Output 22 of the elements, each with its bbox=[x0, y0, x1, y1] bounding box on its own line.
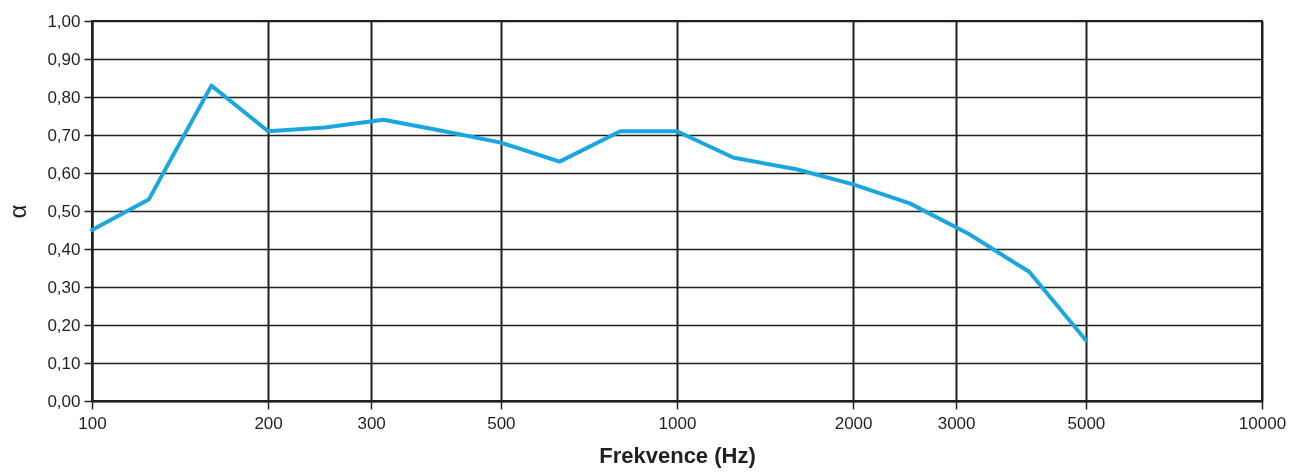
y-tick-label: 0,20 bbox=[47, 315, 81, 335]
x-tick-label: 1000 bbox=[658, 413, 697, 433]
y-tick-label: 0,30 bbox=[47, 277, 81, 297]
y-tick-label: 1,00 bbox=[47, 11, 81, 31]
x-tick-label: 300 bbox=[357, 413, 386, 433]
y-tick-label: 0,70 bbox=[47, 125, 81, 145]
x-tick-label: 500 bbox=[487, 413, 516, 433]
y-tick-label: 0,00 bbox=[47, 391, 81, 411]
y-tick-label: 0,40 bbox=[47, 239, 81, 259]
x-tick-label: 3000 bbox=[937, 413, 976, 433]
x-tick-label: 5000 bbox=[1067, 413, 1106, 433]
x-tick-label: 100 bbox=[78, 413, 107, 433]
y-axis-title: α bbox=[4, 204, 32, 219]
x-axis-title: Frekvence (Hz) bbox=[599, 442, 756, 468]
y-tick-label: 0,90 bbox=[47, 49, 81, 69]
y-tick-label: 0,50 bbox=[47, 201, 81, 221]
x-tick-label: 2000 bbox=[834, 413, 873, 433]
y-tick-label: 0,10 bbox=[47, 353, 81, 373]
x-tick-label: 10000 bbox=[1238, 413, 1287, 433]
y-tick-label: 0,80 bbox=[47, 87, 81, 107]
y-tick-label: 0,60 bbox=[47, 163, 81, 183]
x-tick-label: 200 bbox=[254, 413, 283, 433]
